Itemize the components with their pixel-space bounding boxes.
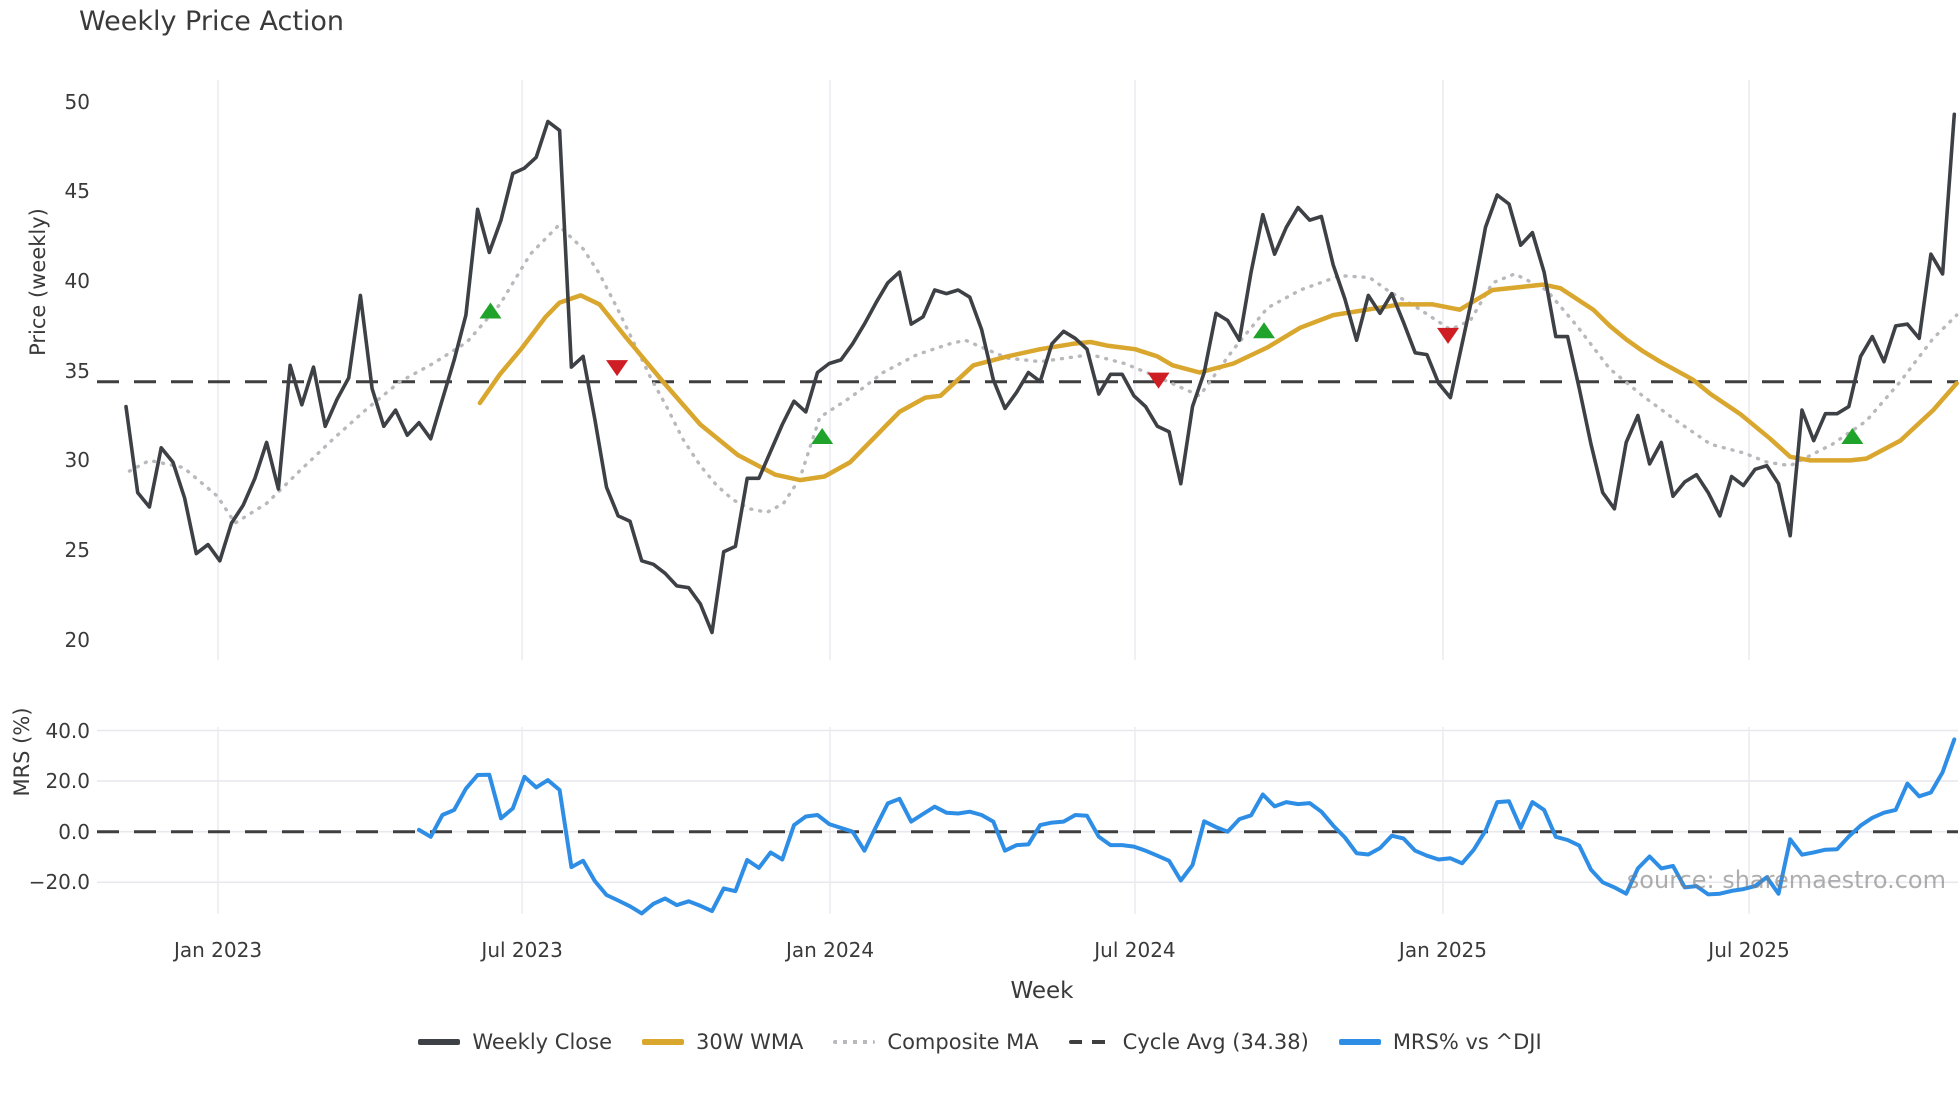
price-tick-label: 50 [64, 89, 90, 114]
legend-label: 30W WMA [696, 1030, 804, 1054]
legend-item-composite-ma[interactable]: Composite MA [833, 1030, 1039, 1054]
chart-title: Weekly Price Action [79, 6, 345, 37]
x-axis-title: Week [1010, 978, 1074, 1004]
y-axis-title-price: Price (weekly) [26, 208, 50, 356]
mrs-tick-label: −20.0 [28, 870, 90, 895]
price-tick-label: 20 [64, 627, 90, 652]
watermark: source: sharemaestro.com [1626, 866, 1946, 894]
price-tick-label: 25 [64, 538, 90, 562]
x-tick-label: Jul 2024 [1094, 938, 1176, 962]
y-axis-title-mrs: MRS (%) [10, 707, 34, 797]
legend-label: MRS% vs ^DJI [1392, 1030, 1542, 1054]
price-tick-label: 30 [64, 448, 90, 473]
wma-swatch-icon [642, 1039, 684, 1045]
x-tick-label: Jul 2025 [1708, 938, 1790, 962]
mrs-swatch-icon [1338, 1039, 1381, 1045]
weekly-close-swatch-icon [418, 1039, 461, 1045]
mrs-tick-label: 40.0 [45, 718, 90, 743]
legend-item-cycle-avg[interactable]: Cycle Avg (34.38) [1068, 1030, 1309, 1054]
x-tick-label: Jan 2023 [173, 938, 263, 962]
legend: Weekly Close 30W WMA Composite MA Cycle … [0, 1030, 1960, 1054]
legend-label: Cycle Avg (34.38) [1122, 1030, 1309, 1054]
price-tick-label: 45 [64, 179, 90, 204]
legend-label: Composite MA [887, 1030, 1039, 1054]
cycle-avg-swatch-icon [1068, 1040, 1111, 1044]
mrs-tick-label: 0.0 [58, 819, 90, 844]
legend-item-30w-wma[interactable]: 30W WMA [642, 1030, 803, 1054]
legend-item-mrs[interactable]: MRS% vs ^DJI [1338, 1030, 1542, 1054]
composite-swatch-icon [833, 1040, 876, 1044]
mrs-tick-label: 20.0 [45, 769, 90, 794]
legend-item-weekly-close[interactable]: Weekly Close [418, 1030, 612, 1054]
x-tick-label: Jan 2024 [785, 938, 875, 962]
x-tick-label: Jan 2025 [1398, 938, 1488, 962]
price-tick-label: 40 [64, 269, 90, 294]
legend-label: Weekly Close [472, 1030, 612, 1054]
price-tick-label: 35 [64, 358, 90, 383]
x-tick-label: Jul 2023 [481, 938, 563, 962]
